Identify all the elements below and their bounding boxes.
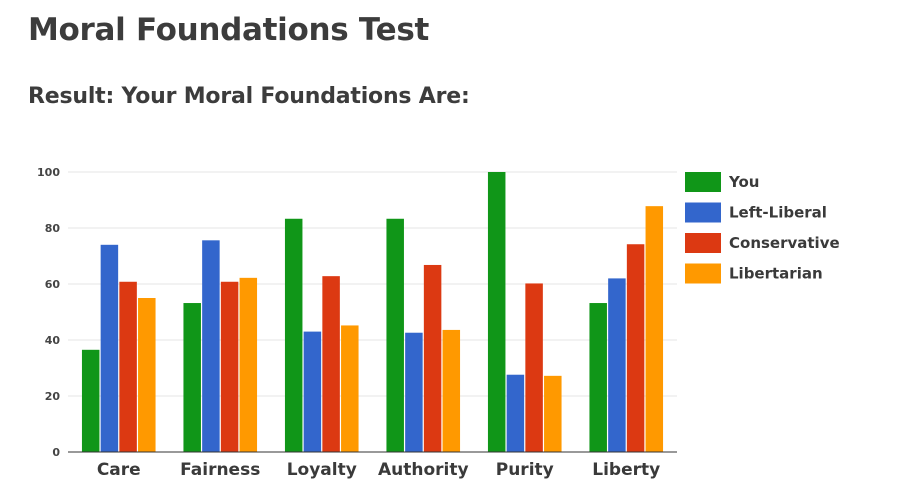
legend-label-libertarian: Libertarian [729, 265, 823, 283]
category-label-liberty: Liberty [592, 460, 660, 480]
bar-purity-conservative [525, 283, 543, 452]
bar-authority-you [386, 218, 404, 452]
legend-swatch-conservative [685, 233, 721, 253]
legend-label-conservative: Conservative [729, 234, 840, 252]
bar-loyalty-libertarian [341, 325, 359, 452]
bar-fairness-conservative [220, 281, 239, 452]
bar-fairness-you [183, 303, 201, 452]
category-label-loyalty: Loyalty [287, 460, 357, 480]
bar-care-libertarian [138, 298, 156, 452]
bar-liberty-you [589, 303, 607, 452]
legend-label-you: You [728, 173, 759, 191]
legend-swatch-you [685, 172, 721, 192]
bar-loyalty-you [284, 218, 303, 452]
y-tick-label: 20 [45, 390, 61, 403]
category-label-fairness: Fairness [180, 460, 260, 480]
bar-authority-libertarian [442, 329, 461, 452]
bar-fairness-left-liberal [202, 240, 220, 452]
bar-care-left-liberal [100, 244, 119, 452]
y-tick-label: 40 [45, 334, 61, 347]
category-label-care: Care [97, 460, 141, 480]
bar-loyalty-left-liberal [303, 331, 322, 452]
bar-liberty-libertarian [645, 206, 664, 452]
y-tick-label: 60 [45, 278, 61, 291]
result-heading: Result: Your Moral Foundations Are: [28, 84, 470, 109]
bar-purity-left-liberal [506, 374, 525, 452]
category-label-authority: Authority [378, 460, 469, 480]
page-title: Moral Foundations Test [28, 12, 430, 48]
grid-lines [68, 171, 677, 397]
bar-purity-libertarian [544, 375, 562, 452]
bar-care-you [81, 349, 100, 452]
y-tick-label: 100 [37, 166, 60, 179]
bar-liberty-left-liberal [608, 278, 626, 452]
legend-swatch-libertarian [685, 263, 721, 284]
bar-authority-left-liberal [405, 332, 423, 452]
y-tick-label: 80 [45, 222, 61, 235]
bar-authority-conservative [423, 264, 442, 452]
legend: You Left-Liberal Conservative Libertarian [685, 172, 840, 284]
bar-care-conservative [119, 281, 137, 452]
bar-fairness-libertarian [239, 277, 258, 452]
bar-loyalty-conservative [322, 276, 340, 452]
y-tick-label: 0 [52, 446, 60, 459]
bar-liberty-conservative [626, 244, 645, 452]
axes: 0 20 40 60 80 100 Care Fairness Loyalty Authority… [37, 166, 677, 480]
bar-purity-you [487, 172, 506, 452]
legend-label-left-liberal: Left-Liberal [729, 204, 827, 222]
legend-swatch-left-liberal [685, 202, 721, 223]
category-label-purity: Purity [496, 460, 554, 480]
bars [81, 172, 664, 452]
